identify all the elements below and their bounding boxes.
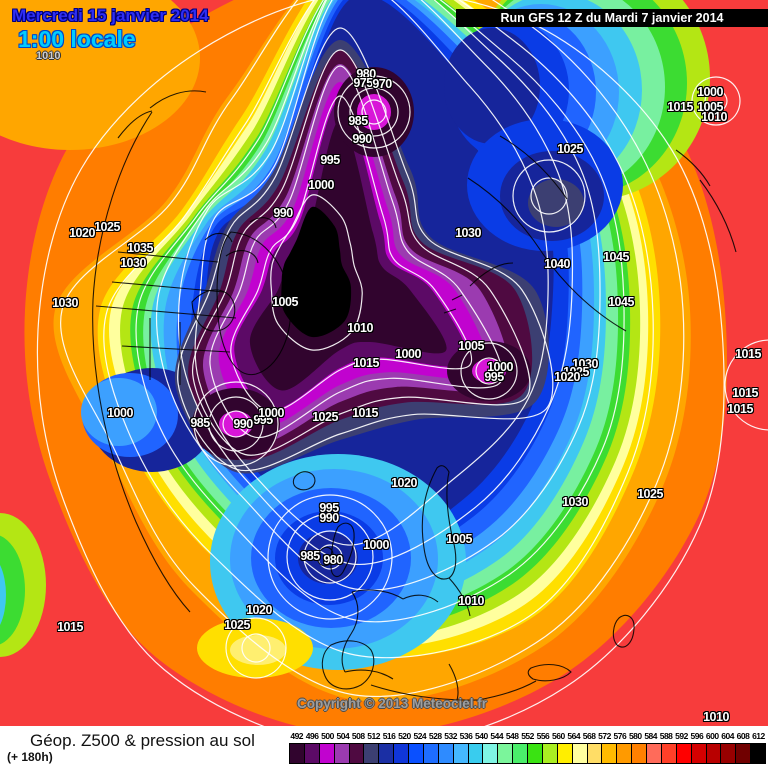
colorbar-swatch [632,744,647,763]
colorbar-value: 552 [521,731,534,741]
colorbar-swatch [423,744,439,763]
colorbar-value: 596 [690,731,704,741]
colorbar-value: 592 [675,731,688,741]
colorbar-value: 580 [628,731,642,741]
colorbar-value: 572 [598,731,611,741]
colorbar-value: 540 [475,731,488,741]
colorbar-swatch [528,744,543,763]
colorbar-value: 532 [444,731,457,741]
colorbar-swatch [379,744,395,763]
colorbar-values: 492 496 500 504 508 512 516 520 524 528 532 536 540 5… [289,731,766,741]
colorbar-swatch [349,744,365,763]
colorbar-swatch [736,744,752,763]
colorbar: 492 496 500 504 508 512 516 520 524 528 532 536 540 5… [289,731,766,764]
colorbar-swatch [661,744,677,763]
colorbar-value: 544 [490,731,504,741]
colorbar-value: 568 [582,731,596,741]
colorbar-value: 496 [305,731,319,741]
colorbar-value: 504 [336,731,350,741]
colorbar-value: 588 [659,731,673,741]
colorbar-value: 556 [536,731,550,741]
colorbar-value: 524 [413,731,427,741]
colorbar-swatch [647,744,662,763]
colorbar-swatch [706,744,722,763]
colorbar-value: 520 [398,731,411,741]
colorbar-swatch [483,744,499,763]
colorbar-swatch [676,744,692,763]
colorbar-swatch [572,744,588,763]
weather-map-svg [0,0,768,726]
colorbar-value: 564 [567,731,581,741]
colorbar-swatch [721,744,737,763]
colorbar-value: 560 [551,731,565,741]
legend-title: Géop. Z500 & pression au sol [30,731,255,750]
colorbar-swatch [513,744,528,763]
colorbar-value: 548 [505,731,519,741]
colorbar-value: 600 [705,731,719,741]
colorbar-swatches [289,743,766,764]
legend-forecast-hour: (+ 180h) [7,750,53,764]
colorbar-swatch [304,744,320,763]
colorbar-swatch [364,744,380,763]
colorbar-swatch [587,744,603,763]
colorbar-swatch [394,744,409,763]
colorbar-swatch [453,744,469,763]
colorbar-swatch [751,744,765,763]
legend-footer: Géop. Z500 & pression au sol (+ 180h) 49… [0,726,768,768]
colorbar-swatch [409,744,424,763]
colorbar-swatch [617,744,633,763]
colorbar-value: 492 [290,731,304,741]
colorbar-value: 612 [752,731,765,741]
colorbar-swatch [468,744,484,763]
colorbar-value: 500 [321,731,334,741]
colorbar-swatch [319,744,335,763]
colorbar-swatch [438,744,454,763]
colorbar-swatch [498,744,514,763]
colorbar-value: 576 [613,731,627,741]
colorbar-value: 536 [459,731,473,741]
colorbar-value: 512 [367,731,380,741]
colorbar-value: 528 [428,731,442,741]
colorbar-value: 508 [351,731,365,741]
colorbar-value: 516 [382,731,396,741]
colorbar-value: 608 [736,731,750,741]
colorbar-value: 604 [721,731,734,741]
colorbar-value: 584 [644,731,658,741]
colorbar-swatch [557,744,573,763]
colorbar-swatch [602,744,618,763]
colorbar-swatch [542,744,558,763]
colorbar-swatch [290,744,305,763]
colorbar-swatch [691,744,707,763]
colorbar-swatch [334,744,350,763]
